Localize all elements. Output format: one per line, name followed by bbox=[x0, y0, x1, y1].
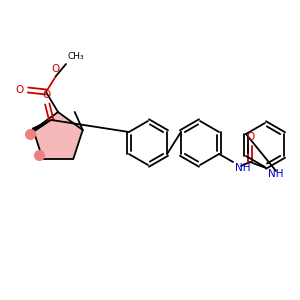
Text: O: O bbox=[42, 90, 50, 100]
Polygon shape bbox=[32, 120, 51, 131]
Text: CH₃: CH₃ bbox=[68, 52, 85, 61]
Text: O: O bbox=[52, 64, 60, 74]
Text: NH: NH bbox=[268, 169, 283, 179]
Polygon shape bbox=[33, 112, 83, 159]
Text: NH: NH bbox=[235, 163, 250, 173]
Text: O: O bbox=[16, 85, 24, 95]
Text: O: O bbox=[246, 132, 254, 142]
